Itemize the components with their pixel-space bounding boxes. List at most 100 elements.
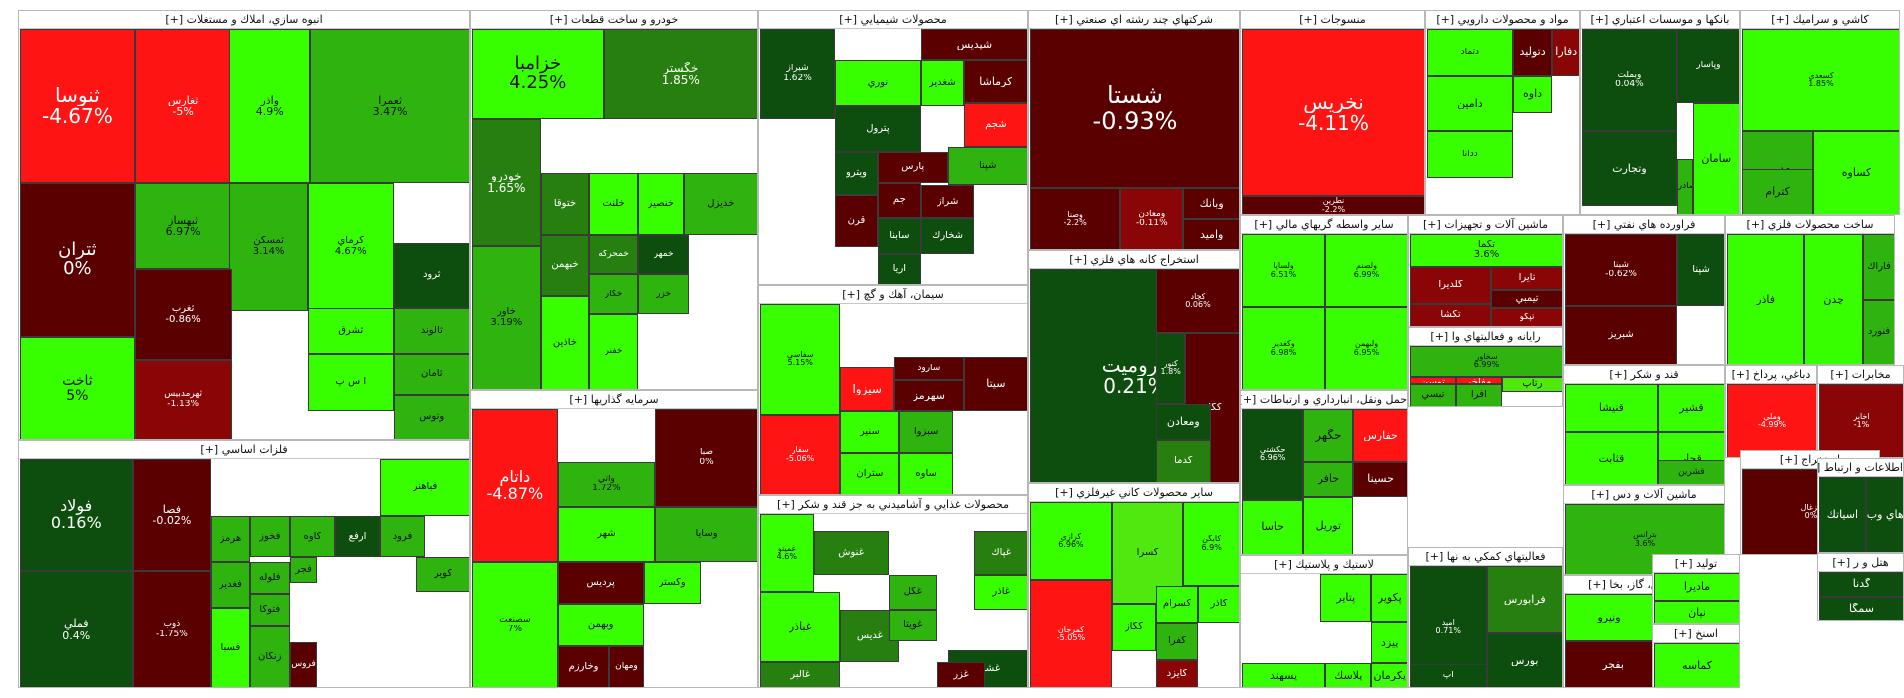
stock-tile[interactable]: آپ bbox=[1410, 663, 1487, 687]
stock-tile[interactable]: پكوير bbox=[1371, 574, 1407, 622]
stock-tile[interactable]: نيان bbox=[1654, 601, 1739, 623]
sector-title[interactable]: منسوجات [+] bbox=[1241, 11, 1424, 29]
stock-tile[interactable]: فولاد 0.16% bbox=[20, 459, 133, 572]
sector-title[interactable]: ساير محصولات كاني غيرفلزي [+] bbox=[1029, 484, 1239, 502]
stock-tile[interactable]: شخارك bbox=[920, 218, 975, 255]
stock-tile[interactable]: ثغرب -0.86% bbox=[134, 269, 232, 360]
stock-tile[interactable]: ثالوند bbox=[393, 308, 469, 354]
stock-tile[interactable]: خلنت bbox=[589, 173, 638, 235]
stock-tile[interactable]: واميد bbox=[1183, 219, 1239, 249]
sector-title[interactable]: ماشين آلات و تجهيزات [+] bbox=[1409, 216, 1562, 234]
stock-tile[interactable]: كرماي 4.67% bbox=[308, 183, 394, 311]
sector-title[interactable]: فلزات اساسي [+] bbox=[19, 441, 469, 459]
stock-tile[interactable]: قشرين bbox=[1657, 459, 1724, 484]
stock-tile[interactable]: پلاسك bbox=[1325, 662, 1372, 687]
stock-tile[interactable]: ثغارس -5% bbox=[134, 29, 232, 184]
stock-tile[interactable]: فجر bbox=[290, 557, 317, 583]
stock-tile[interactable]: گدنا bbox=[1819, 572, 1903, 597]
stock-tile[interactable]: زنگان bbox=[249, 626, 290, 687]
stock-tile[interactable]: كاوه bbox=[290, 516, 335, 558]
stock-tile[interactable]: دامين bbox=[1427, 75, 1513, 132]
stock-tile[interactable]: فسبا bbox=[211, 607, 250, 687]
stock-tile[interactable]: شجم bbox=[963, 103, 1027, 147]
stock-tile[interactable]: آريا bbox=[877, 254, 921, 284]
stock-tile[interactable]: شيراز 1.62% bbox=[760, 29, 836, 119]
sector-title[interactable]: حمل ونقل، انبارداري و ارتباطات [+] bbox=[1241, 391, 1407, 409]
stock-tile[interactable]: كرازي 6.96% bbox=[1030, 502, 1112, 581]
stock-tile[interactable]: ومهان bbox=[609, 646, 644, 687]
sector-title[interactable]: فراورده هاي نفتي [+] bbox=[1564, 216, 1724, 234]
sector-title[interactable]: سرمايه گذاريها [+] bbox=[471, 391, 757, 409]
stock-tile[interactable]: ولصنم 6.99% bbox=[1325, 234, 1407, 308]
stock-tile[interactable]: پيزد bbox=[1371, 621, 1407, 663]
stock-tile[interactable]: گلديرا bbox=[1410, 266, 1492, 304]
stock-tile[interactable]: كترام bbox=[1742, 168, 1814, 214]
stock-tile[interactable]: ثاخت 5% bbox=[20, 337, 135, 439]
stock-tile[interactable]: جم bbox=[877, 182, 921, 219]
stock-tile[interactable]: دتوليد bbox=[1512, 29, 1553, 76]
stock-tile[interactable]: سخاور 6.99% bbox=[1410, 346, 1562, 377]
stock-tile[interactable]: كدما bbox=[1156, 440, 1211, 482]
stock-tile[interactable]: توريل bbox=[1303, 496, 1354, 554]
stock-tile[interactable]: كساوه bbox=[1813, 131, 1899, 214]
sector-title[interactable]: سيمان، آهك و گچ [+] bbox=[759, 286, 1027, 304]
stock-tile[interactable]: ثمسكن 3.14% bbox=[229, 183, 308, 311]
stock-tile[interactable]: فلوله bbox=[249, 562, 290, 595]
stock-tile[interactable]: غبآذر bbox=[760, 592, 841, 662]
stock-tile[interactable]: هرمز bbox=[211, 516, 250, 563]
stock-tile[interactable]: تكشا bbox=[1410, 303, 1492, 326]
stock-tile[interactable]: پكرمان bbox=[1371, 662, 1407, 687]
stock-tile[interactable]: خمحركه bbox=[589, 234, 638, 275]
stock-tile[interactable]: دفارا bbox=[1552, 29, 1579, 76]
stock-tile[interactable]: خاور 3.19% bbox=[472, 245, 541, 389]
stock-tile[interactable]: خزر bbox=[637, 274, 690, 315]
stock-tile[interactable]: ماديرا bbox=[1654, 573, 1739, 602]
sector-title[interactable]: محصولات شيميايي [+] bbox=[759, 11, 1027, 29]
stock-tile[interactable]: ختوقا bbox=[540, 173, 590, 235]
stock-tile[interactable]: ثنوسا -4.67% bbox=[20, 29, 135, 184]
stock-tile[interactable]: ذوب -1.75% bbox=[132, 571, 212, 687]
stock-tile[interactable]: سبزوا bbox=[899, 410, 953, 453]
sector-title[interactable]: فعاليتهاي كمكي به نها [+] bbox=[1409, 548, 1562, 566]
stock-tile[interactable]: سمگا bbox=[1819, 596, 1903, 620]
stock-tile[interactable]: وآذر 4.9% bbox=[229, 29, 311, 184]
stock-tile[interactable]: تيمبي bbox=[1491, 289, 1562, 309]
stock-tile[interactable]: غويتا bbox=[888, 609, 937, 641]
stock-tile[interactable]: پتاير bbox=[1320, 574, 1372, 622]
stock-tile[interactable]: ستران bbox=[840, 452, 900, 494]
stock-tile[interactable]: كچاد 0.06% bbox=[1156, 269, 1239, 334]
stock-tile[interactable]: وسايا bbox=[655, 506, 757, 563]
stock-tile[interactable]: نوري bbox=[835, 59, 921, 106]
stock-tile[interactable]: خاذين bbox=[540, 296, 590, 389]
stock-tile[interactable]: شپنا bbox=[1677, 234, 1724, 307]
sector-title[interactable]: مخابرات [+] bbox=[1818, 366, 1903, 384]
stock-tile[interactable]: قثابت bbox=[1565, 432, 1658, 484]
stock-tile[interactable]: حفارس bbox=[1353, 409, 1407, 462]
stock-tile[interactable]: رتاپ bbox=[1501, 376, 1562, 392]
stock-tile[interactable]: خگستر 1.85% bbox=[603, 29, 757, 120]
sector-title[interactable]: رايانه و فعاليتهاي وا [+] bbox=[1409, 328, 1562, 346]
stock-tile[interactable]: غاذر bbox=[974, 574, 1027, 610]
stock-tile[interactable]: ثهرمدبيس -1.13% bbox=[134, 359, 232, 439]
stock-tile[interactable]: فرود bbox=[380, 516, 425, 558]
stock-tile[interactable]: وگستر bbox=[643, 562, 701, 605]
stock-tile[interactable]: وكغدير 6.98% bbox=[1242, 307, 1325, 389]
stock-tile[interactable]: صبا 0% bbox=[655, 409, 757, 507]
stock-tile[interactable]: شستا -0.93% bbox=[1030, 29, 1239, 189]
stock-tile[interactable]: ومعادن -0.11% bbox=[1120, 188, 1184, 249]
stock-tile[interactable]: وبصادر bbox=[1676, 159, 1693, 214]
stock-tile[interactable]: حسينا bbox=[1353, 461, 1407, 497]
sector-title[interactable]: ساير واسطه گريهاي مالي [+] bbox=[1241, 216, 1407, 234]
stock-tile[interactable]: فصا -0.02% bbox=[132, 459, 212, 572]
stock-tile[interactable]: فغدير bbox=[211, 562, 250, 608]
stock-tile[interactable]: وبملت 0.04% bbox=[1582, 29, 1677, 132]
stock-tile[interactable]: غنوش bbox=[813, 531, 889, 575]
sector-title[interactable]: استخراج كانه هاي فلزي [+] bbox=[1029, 251, 1239, 269]
stock-tile[interactable]: خودرو 1.65% bbox=[472, 119, 541, 246]
stock-tile[interactable]: فاراك bbox=[1863, 234, 1894, 300]
stock-tile[interactable]: ومعادن bbox=[1156, 403, 1211, 441]
sector-title[interactable]: محصولات غذايي و آشاميدني به جز قند و شكر… bbox=[759, 496, 1027, 514]
stock-tile[interactable]: تپكو bbox=[1491, 308, 1562, 326]
stock-tile[interactable]: سابنا bbox=[877, 218, 921, 255]
sector-title[interactable]: توليد [+] bbox=[1653, 555, 1739, 573]
